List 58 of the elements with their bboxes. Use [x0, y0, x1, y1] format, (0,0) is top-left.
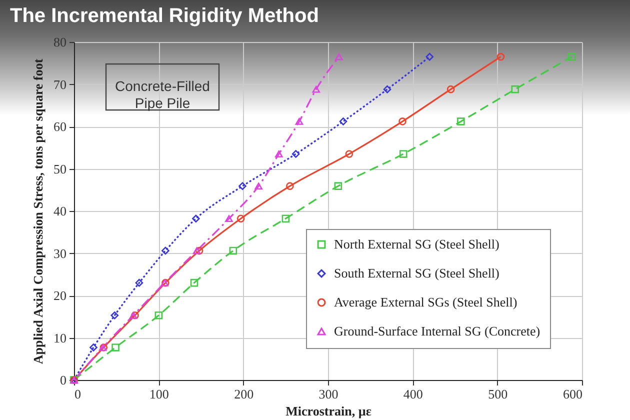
point	[383, 85, 392, 94]
y-tick-label: 80	[54, 34, 66, 50]
point	[457, 118, 465, 126]
point	[292, 150, 300, 158]
x-tick-label: 300	[318, 386, 338, 402]
x-tick-label: 500	[488, 386, 508, 402]
point	[192, 214, 200, 222]
point	[90, 344, 98, 352]
x-tick-label: 400	[403, 386, 423, 402]
y-tick-label: 30	[54, 246, 66, 261]
point	[254, 182, 262, 190]
y-tick-label: 0	[60, 372, 66, 388]
point	[511, 85, 520, 94]
y-tick-label: 10	[54, 330, 66, 346]
x-tick-label: 600	[563, 386, 582, 402]
point	[238, 182, 246, 190]
point	[446, 85, 455, 94]
chart-title: The Incremental Rigidity Method	[10, 5, 319, 27]
y-tick-label: 60	[54, 119, 66, 134]
point	[295, 118, 304, 125]
y-tick-label: 40	[54, 204, 66, 218]
point	[399, 150, 408, 158]
point	[195, 246, 204, 255]
point	[112, 344, 120, 352]
point	[312, 86, 320, 93]
x-tick-label: 200	[234, 386, 254, 402]
point	[192, 247, 201, 254]
point	[225, 215, 233, 222]
point	[282, 214, 290, 222]
point	[275, 150, 283, 158]
y-tick-label: 70	[54, 76, 66, 92]
point	[398, 118, 406, 126]
legend-label: Average External SGs (Steel Shell)	[334, 294, 518, 310]
point	[229, 246, 238, 255]
point	[568, 52, 576, 61]
legend-label: Ground-Surface Internal SG (Concrete)	[334, 324, 540, 338]
annotation: Concrete-Filled Pipe Pile	[115, 78, 210, 111]
y-tick-label: 50	[54, 161, 66, 176]
point	[286, 182, 294, 190]
point	[426, 52, 434, 61]
point	[334, 182, 342, 190]
point	[236, 214, 245, 222]
legend-label: North External SG (Steel Shell)	[334, 236, 500, 252]
point	[162, 246, 170, 255]
point	[110, 311, 119, 320]
point	[135, 278, 144, 287]
point	[154, 311, 163, 320]
point	[335, 53, 343, 60]
point	[345, 150, 354, 158]
point	[131, 311, 139, 320]
y-tick-label: 20	[54, 288, 66, 303]
x-tick-label: 0	[74, 386, 81, 402]
legend-label: South External SG (Steel Shell)	[334, 266, 500, 280]
y-axis-title: Applied Axial Compression Stress, tons per square foot	[30, 58, 46, 364]
point	[339, 118, 348, 126]
x-tick-label: 100	[149, 386, 169, 402]
x-axis-title: Microstrain, µε	[286, 404, 372, 418]
point	[190, 278, 198, 287]
